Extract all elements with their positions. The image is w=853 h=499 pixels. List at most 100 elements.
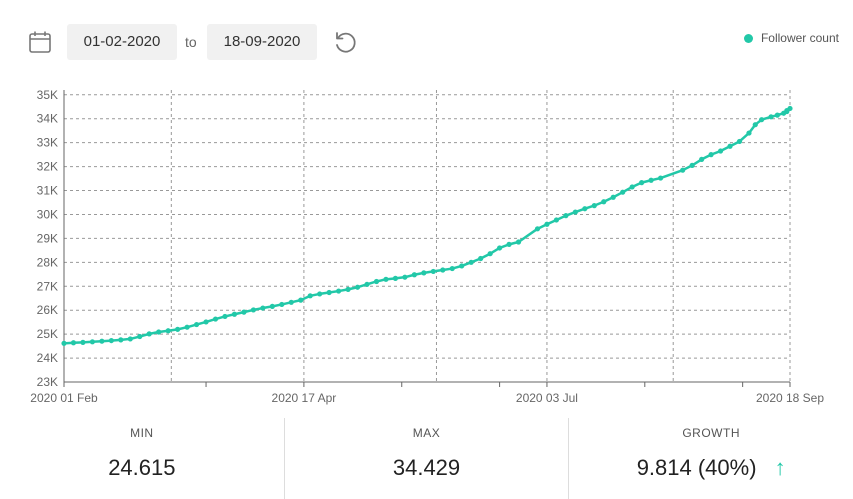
x-tick-label: 2020 17 Apr	[272, 391, 337, 405]
data-point	[231, 311, 238, 317]
date-from-input[interactable]: 01-02-2020	[67, 24, 177, 60]
data-point	[175, 326, 181, 332]
data-point	[591, 203, 597, 209]
data-point	[689, 162, 695, 168]
data-point	[639, 180, 645, 186]
y-tick-label: 26K	[37, 303, 58, 317]
data-point	[768, 114, 774, 120]
stat-growth-label: GROWTH	[682, 426, 740, 440]
data-point	[648, 177, 654, 183]
y-tick-label: 34K	[37, 112, 58, 126]
stat-growth-value: 9.814 (40%)	[636, 455, 757, 480]
data-point	[165, 328, 171, 334]
data-point	[279, 301, 285, 308]
data-point	[203, 319, 209, 325]
data-point	[80, 339, 86, 345]
data-point	[563, 213, 569, 219]
data-point	[752, 122, 758, 128]
data-point	[137, 333, 143, 340]
stat-min-label: MIN	[130, 426, 154, 440]
data-point	[326, 289, 332, 296]
data-point	[241, 309, 247, 315]
data-point	[459, 263, 465, 269]
legend-marker	[743, 33, 753, 43]
data-point	[515, 239, 522, 245]
data-point	[156, 329, 162, 335]
data-point	[774, 112, 780, 118]
date-range-toolbar: 01-02-2020 to 18-09-2020 Follower count	[0, 0, 853, 86]
y-tick-label: 27K	[37, 279, 58, 293]
data-point	[699, 156, 705, 163]
x-tick-label: 2020 03 Jul	[516, 391, 578, 405]
data-point	[440, 267, 446, 273]
data-point	[317, 291, 323, 297]
data-point	[478, 255, 484, 262]
data-point	[212, 316, 219, 322]
data-point	[746, 130, 752, 136]
data-point	[184, 324, 190, 330]
stats-panel: MIN 24.615 MAX 34.429 GROWTH 9.814 (40%)…	[0, 418, 853, 499]
y-tick-label: 32K	[37, 160, 58, 174]
data-point	[553, 217, 560, 223]
data-point	[534, 226, 541, 232]
data-point	[345, 286, 351, 292]
data-point	[373, 278, 380, 285]
stat-growth: GROWTH 9.814 (40%) ↑	[568, 418, 853, 499]
arrow-up-icon: ↑	[774, 455, 786, 480]
data-point	[736, 138, 743, 145]
x-tick-label: 2020 01 Feb	[30, 391, 98, 405]
data-point	[430, 268, 436, 275]
data-point	[449, 265, 455, 272]
data-point	[497, 245, 503, 251]
data-point	[708, 152, 714, 158]
data-point	[402, 274, 408, 280]
data-point	[99, 338, 105, 344]
y-tick-label: 28K	[37, 255, 58, 269]
data-point	[269, 303, 275, 309]
stat-max: MAX 34.429	[283, 418, 569, 499]
y-tick-label: 35K	[37, 88, 58, 102]
data-point	[61, 340, 67, 346]
data-point	[629, 184, 635, 190]
data-point	[364, 281, 370, 287]
data-point	[288, 299, 294, 305]
data-point	[572, 209, 578, 215]
data-point	[468, 259, 474, 265]
data-point	[421, 270, 427, 276]
y-tick-label: 24K	[37, 351, 58, 365]
data-point	[336, 288, 342, 294]
data-point	[307, 293, 313, 299]
data-point	[118, 337, 124, 343]
data-point	[411, 272, 417, 278]
data-point	[787, 105, 793, 112]
stat-min-value: 24.615	[108, 455, 176, 480]
follower-line-chart: 23K 24K 25K 26K 27K 28K 29K 30K 31K 32K 33K 34K 35K 2…	[30, 88, 824, 405]
stat-growth-value-row: 9.814 (40%) ↑	[569, 455, 853, 481]
data-point	[544, 221, 550, 227]
data-point	[146, 331, 152, 337]
data-point	[758, 117, 765, 123]
data-point	[506, 241, 512, 247]
date-to-input[interactable]: 18-09-2020	[207, 24, 317, 60]
data-point	[222, 313, 228, 320]
legend-label: Follower count	[760, 31, 839, 45]
data-point	[193, 321, 200, 328]
y-tick-label: 25K	[37, 327, 58, 341]
data-point	[354, 284, 361, 290]
y-tick-label: 30K	[37, 207, 58, 221]
data-point	[392, 275, 399, 281]
data-point	[657, 175, 664, 181]
stat-max-label: MAX	[412, 426, 441, 440]
data-point	[620, 189, 626, 195]
stat-max-value: 34.429	[392, 455, 461, 480]
to-label: to	[185, 34, 197, 50]
stat-min: MIN 24.615	[0, 418, 284, 499]
data-point	[601, 199, 607, 205]
chart-legend[interactable]: Follower count	[743, 31, 839, 45]
y-tick-label: 31K	[37, 184, 58, 198]
reset-icon[interactable]	[332, 30, 358, 56]
calendar-icon[interactable]	[28, 30, 52, 54]
data-point	[487, 251, 493, 257]
data-point	[727, 143, 733, 149]
data-point	[717, 148, 724, 154]
